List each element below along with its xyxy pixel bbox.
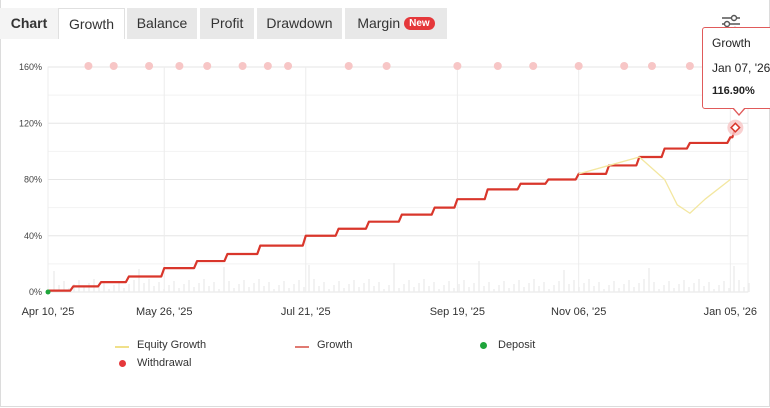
new-badge: New [404,16,435,30]
tab-drawdown[interactable]: Drawdown [257,8,342,39]
x-tick-label: Nov 06, '25 [551,306,606,318]
withdrawal-marker [175,62,184,70]
legend-equity-growth[interactable]: Equity Growth [115,339,207,351]
withdrawal-marker [203,62,212,70]
tab-chart[interactable]: Chart [0,8,58,39]
chart-tooltip: Growth Jan 07, '26 116.90% [702,27,770,109]
legend-withdrawal-dot [119,360,126,367]
x-tick-label: Jan 05, '26 [704,306,757,318]
withdrawal-marker [529,62,538,70]
tab-profit[interactable]: Profit [200,8,254,39]
tooltip-date: Jan 07, '26 [712,61,770,75]
growth-series-line [48,127,737,292]
withdrawal-marker [685,62,694,70]
equity-growth-series-line [578,156,731,214]
tab-balance[interactable]: Balance [127,8,197,39]
withdrawal-marker [84,62,93,70]
withdrawal-marker [620,62,629,70]
deposit-marker [45,289,51,295]
y-tick-label: 80% [24,175,42,185]
withdrawal-marker [238,62,247,70]
y-tick-label: 160% [19,62,42,72]
hover-point [730,122,741,133]
legend-growth[interactable]: Growth [295,339,353,351]
y-tick-label: 120% [19,118,42,128]
withdrawal-marker [263,62,272,70]
withdrawal-marker [284,62,293,70]
withdrawal-marker [382,62,391,70]
y-tick-label: 0% [29,287,42,297]
x-tick-label: Apr 10, '25 [22,306,75,318]
withdrawal-marker [574,62,583,70]
tooltip-arrow-inner [733,107,745,114]
tab-bar: Chart Growth Balance Profit Drawdown Mar… [0,0,770,40]
withdrawal-marker [145,62,154,70]
legend-deposit-label: Deposit [498,339,536,351]
x-tick-label: Jul 21, '25 [281,306,331,318]
tab-growth[interactable]: Growth [58,8,125,39]
legend-equity-line [115,346,129,348]
legend-equity-label: Equity Growth [137,339,207,351]
legend-deposit-dot [480,342,487,349]
tab-margin[interactable]: Margin New [345,8,447,39]
withdrawal-marker [109,62,118,70]
withdrawal-marker [453,62,462,70]
x-tick-label: Sep 19, '25 [430,306,485,318]
legend-withdrawal-label: Withdrawal [137,357,192,369]
x-tick-label: May 26, '25 [136,306,193,318]
growth-chart: 160% 120% 80% 40% 0% Apr 10, '25 May 26, '25 Ju… [19,62,757,318]
tooltip-value: 116.90% [712,85,755,97]
withdrawal-marker [493,62,502,70]
withdrawal-marker [344,62,353,70]
legend-growth-label: Growth [317,339,353,351]
tab-margin-label: Margin [357,15,401,31]
tooltip-series: Growth [712,36,751,50]
legend-withdrawal[interactable]: Withdrawal [119,357,192,369]
legend-deposit[interactable]: Deposit [480,339,536,351]
y-tick-label: 40% [24,231,42,241]
legend-growth-line [295,346,309,348]
withdrawal-marker [647,62,656,70]
